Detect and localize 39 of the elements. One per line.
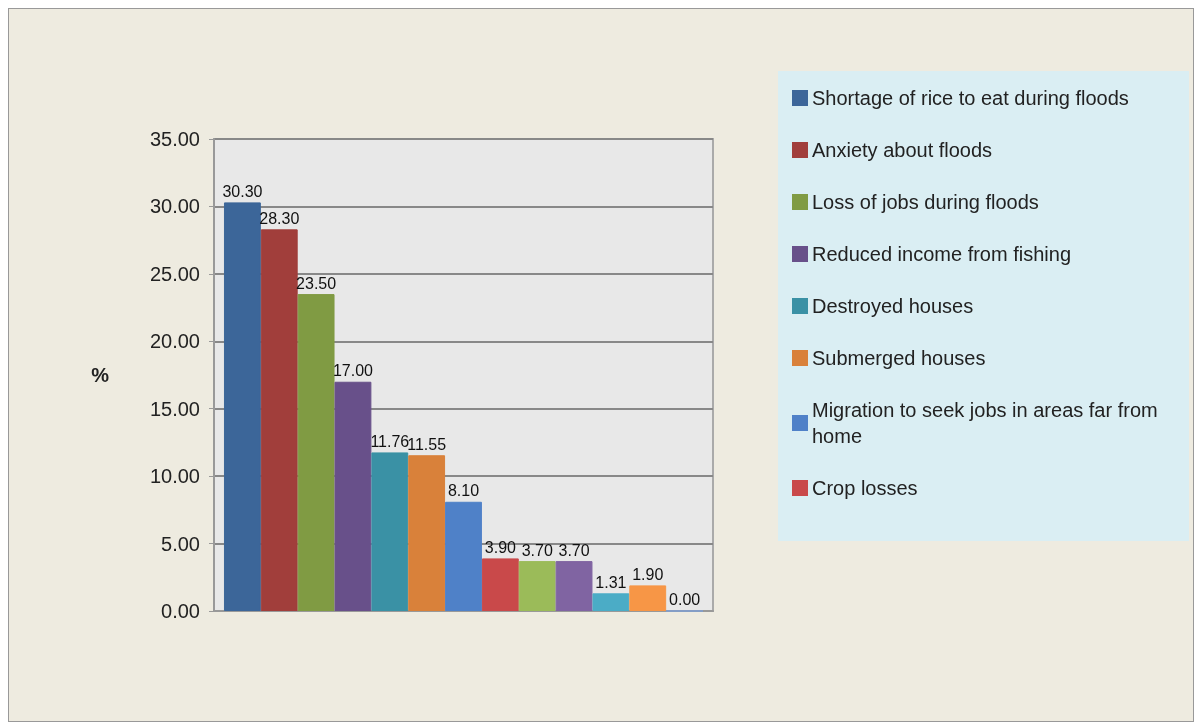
data-label: 1.90 bbox=[632, 565, 664, 583]
bar bbox=[555, 561, 593, 611]
y-tick-label: 20.00 bbox=[149, 330, 200, 353]
data-label: 0.00 bbox=[669, 591, 701, 608]
legend-label: Crop losses bbox=[812, 477, 918, 499]
legend-label: Loss of jobs during floods bbox=[812, 191, 1039, 213]
bar bbox=[592, 593, 630, 611]
data-label: 3.70 bbox=[521, 541, 553, 559]
y-axis-title: % bbox=[91, 364, 110, 386]
y-tick-label: 10.00 bbox=[149, 465, 200, 488]
y-tick-label: 35.00 bbox=[149, 128, 200, 150]
legend-label: Submerged houses bbox=[812, 347, 986, 369]
legend-label: Migration to seek jobs in areas far from home bbox=[812, 399, 1164, 447]
legend-label: Shortage of rice to eat during floods bbox=[812, 87, 1129, 109]
y-tick-label: 5.00 bbox=[161, 532, 200, 555]
data-label: 1.31 bbox=[595, 573, 627, 591]
bar bbox=[371, 452, 409, 611]
y-tick-label: 30.00 bbox=[149, 195, 200, 218]
bar bbox=[518, 561, 556, 611]
data-label: 30.30 bbox=[222, 182, 263, 200]
data-label: 3.70 bbox=[558, 541, 590, 559]
data-label: 8.10 bbox=[447, 482, 480, 500]
bar bbox=[408, 455, 446, 611]
bar bbox=[297, 294, 335, 611]
bar bbox=[260, 229, 298, 611]
data-label: 17.00 bbox=[332, 362, 374, 380]
bar bbox=[445, 501, 482, 611]
bar bbox=[334, 381, 372, 611]
legend-label: Anxiety about floods bbox=[812, 139, 993, 161]
bar bbox=[629, 585, 667, 611]
data-label: 11.55 bbox=[407, 435, 447, 453]
y-tick-label: 25.00 bbox=[149, 262, 200, 285]
legend-label: Reduced income from fishing bbox=[812, 243, 1072, 265]
y-tick-label: 15.00 bbox=[149, 397, 200, 420]
data-label: 3.90 bbox=[484, 538, 517, 556]
bar bbox=[223, 202, 261, 611]
bar bbox=[481, 558, 519, 611]
y-tick-label: 0.00 bbox=[161, 600, 200, 622]
legend-label: Destroyed houses bbox=[812, 295, 974, 317]
